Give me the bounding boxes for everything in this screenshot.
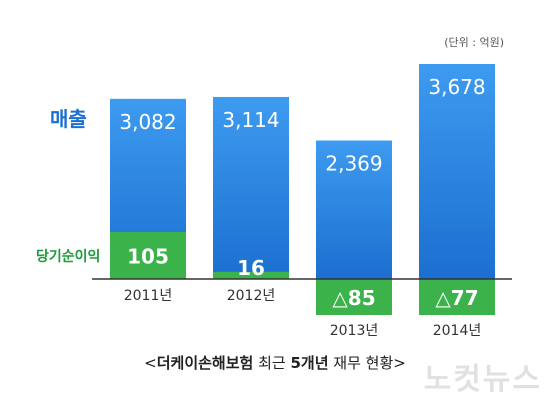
caption-open: < <box>144 354 157 372</box>
caption-end: 재무 현황> <box>328 354 406 372</box>
profit-bar <box>419 279 495 315</box>
profit-value-label: △77 <box>435 286 478 310</box>
revenue-value-label: 3,114 <box>222 108 279 132</box>
watermark-logo: 노컷뉴스 <box>423 362 542 397</box>
caption-company: 더케이손해보험 <box>156 354 254 372</box>
legend-revenue: 매출 <box>50 107 87 131</box>
legend-profit: 당기순이익 <box>36 249 101 265</box>
unit-label: (단위 : 억원) <box>444 36 504 49</box>
revenue-value-label: 3,678 <box>428 75 485 99</box>
revenue-value-label: 3,082 <box>119 110 176 134</box>
revenue-value-label: 2,369 <box>325 152 382 176</box>
category-label: 2013년 <box>330 323 379 339</box>
category-label: 2012년 <box>227 288 276 304</box>
profit-bar <box>213 271 289 279</box>
category-label: 2014년 <box>433 323 482 339</box>
caption-period: 5개년 <box>290 354 329 372</box>
chart-caption: <더케이손해보험 최근 5개년 재무 현황> <box>0 352 550 373</box>
profit-bar <box>110 232 186 279</box>
revenue-bar <box>419 64 495 279</box>
revenue-bar <box>316 140 392 279</box>
profit-value-label: △85 <box>332 286 375 310</box>
category-label: 2011년 <box>124 288 173 304</box>
profit-value-label: 16 <box>237 256 265 280</box>
profit-value-label: 105 <box>127 245 169 269</box>
profit-bar <box>316 279 392 315</box>
caption-mid: 최근 <box>253 354 291 372</box>
revenue-bar <box>213 96 289 280</box>
